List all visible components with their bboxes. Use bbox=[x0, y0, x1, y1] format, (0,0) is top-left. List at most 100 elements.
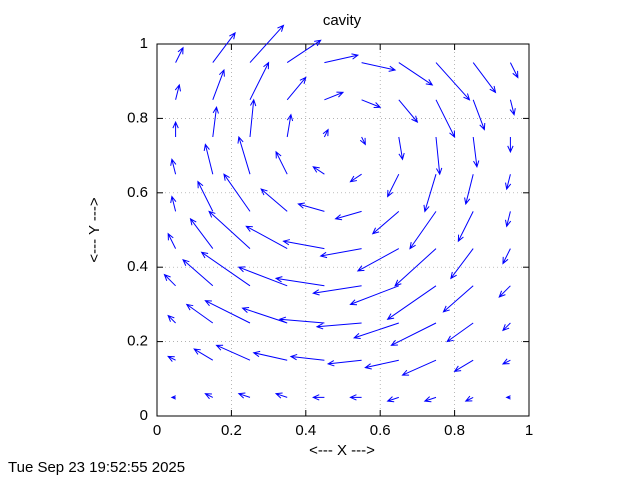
vector-arrow bbox=[398, 99, 419, 124]
vector-arrow bbox=[212, 106, 219, 138]
vector-arrow bbox=[359, 136, 366, 146]
vector-arrow bbox=[435, 62, 471, 101]
vector-arrow bbox=[390, 322, 437, 346]
vector-arrow bbox=[502, 322, 511, 332]
vector-arrow bbox=[398, 62, 434, 86]
vector-arrow bbox=[349, 173, 362, 183]
vector-arrow bbox=[170, 395, 176, 400]
y-tick-label: 1 bbox=[140, 35, 148, 52]
vector-arrow bbox=[457, 211, 474, 243]
vector-arrow bbox=[289, 353, 325, 361]
vector-arrow bbox=[249, 61, 270, 101]
vector-arrow bbox=[245, 225, 288, 250]
vector-arrow bbox=[167, 314, 176, 324]
vector-arrow bbox=[170, 195, 177, 212]
vector-arrow bbox=[204, 300, 251, 324]
vector-arrow bbox=[364, 359, 399, 370]
vector-arrow bbox=[274, 276, 325, 287]
vector-arrow bbox=[249, 24, 285, 63]
vector-arrow bbox=[223, 173, 251, 212]
vector-arrow bbox=[208, 210, 251, 249]
vector-arrow bbox=[472, 136, 480, 168]
vector-arrow bbox=[204, 393, 214, 400]
vector-arrow bbox=[167, 355, 176, 362]
vector-arrow bbox=[423, 174, 437, 213]
plot-border bbox=[156, 43, 530, 417]
vector-arrow bbox=[322, 128, 329, 138]
vector-arrow bbox=[453, 359, 474, 372]
y-tick-label: 0.4 bbox=[127, 258, 148, 275]
vector-arrow bbox=[472, 62, 497, 94]
vector-arrow bbox=[203, 143, 214, 175]
vector-arrow bbox=[312, 394, 325, 401]
vector-arrow bbox=[278, 316, 325, 324]
y-tick-label: 0.2 bbox=[127, 333, 148, 350]
vector-arrow bbox=[361, 99, 382, 109]
x-tick-label: 0.8 bbox=[444, 422, 465, 439]
vector-arrow bbox=[509, 62, 519, 79]
vector-arrow bbox=[260, 188, 288, 212]
y-tick-label: 0.8 bbox=[127, 109, 148, 126]
vector-arrow bbox=[193, 348, 214, 361]
vector-arrow bbox=[387, 173, 400, 198]
vector-arrow bbox=[334, 210, 362, 221]
vector-arrow bbox=[185, 303, 214, 324]
vector-arrow bbox=[274, 392, 288, 399]
vector-arrow bbox=[237, 266, 288, 287]
y-tick-label: 0.6 bbox=[127, 184, 148, 201]
vector-arrow bbox=[312, 166, 325, 175]
y-tick-label: 0 bbox=[140, 407, 148, 424]
vector-arrow bbox=[315, 322, 362, 330]
x-tick-label: 0 bbox=[153, 422, 161, 439]
x-tick-label: 0.4 bbox=[295, 422, 316, 439]
vector-arrow bbox=[435, 136, 443, 176]
vector-arrow bbox=[502, 248, 511, 265]
vector-arrow bbox=[212, 31, 236, 63]
vector-arrow bbox=[394, 248, 437, 287]
vector-arrow bbox=[361, 62, 397, 72]
vector-arrow bbox=[170, 158, 177, 175]
vector-arrow bbox=[212, 68, 225, 100]
vector-arrow bbox=[324, 53, 360, 64]
vector-arrow bbox=[423, 396, 437, 403]
vector-arrow bbox=[319, 248, 362, 259]
vector-arrow bbox=[167, 232, 177, 249]
vector-arrow bbox=[326, 359, 362, 367]
vector-arrow bbox=[501, 358, 511, 365]
vector-arrow bbox=[297, 202, 325, 212]
vector-arrow bbox=[349, 394, 362, 401]
vector-arrow bbox=[446, 322, 474, 343]
vector-arrow bbox=[349, 285, 399, 306]
vector-arrow bbox=[505, 395, 511, 400]
vector-arrow bbox=[189, 217, 214, 249]
vector-arrow bbox=[275, 150, 288, 175]
vector-arrow bbox=[472, 99, 486, 131]
vector-arrow bbox=[371, 211, 400, 235]
vector-arrow bbox=[386, 285, 437, 320]
vector-arrow bbox=[182, 258, 214, 287]
vector-arrow bbox=[241, 306, 288, 324]
vector-arrow bbox=[505, 174, 512, 191]
vector-arrow bbox=[237, 392, 251, 399]
vector-arrow bbox=[174, 83, 181, 100]
vector-arrow bbox=[401, 359, 437, 376]
vector-arrow bbox=[509, 99, 516, 116]
chart-title: cavity bbox=[323, 12, 362, 29]
vector-arrow bbox=[435, 99, 456, 139]
x-tick-label: 0.6 bbox=[370, 422, 391, 439]
vector-arrow bbox=[252, 350, 288, 361]
vector-arrow bbox=[163, 273, 176, 287]
vector-arrow bbox=[450, 248, 474, 280]
vector-arrow bbox=[282, 239, 325, 250]
vector-arrow bbox=[215, 344, 251, 361]
vector-arrow bbox=[398, 136, 405, 161]
vector-arrow bbox=[324, 91, 345, 101]
vector-arrow bbox=[197, 180, 214, 212]
vector-arrow bbox=[237, 135, 251, 175]
vector-arrow bbox=[505, 211, 512, 228]
x-axis-label: <--- X ---> bbox=[309, 442, 375, 459]
timestamp: Tue Sep 23 19:52:55 2025 bbox=[8, 459, 185, 476]
vector-arrow bbox=[464, 174, 474, 206]
